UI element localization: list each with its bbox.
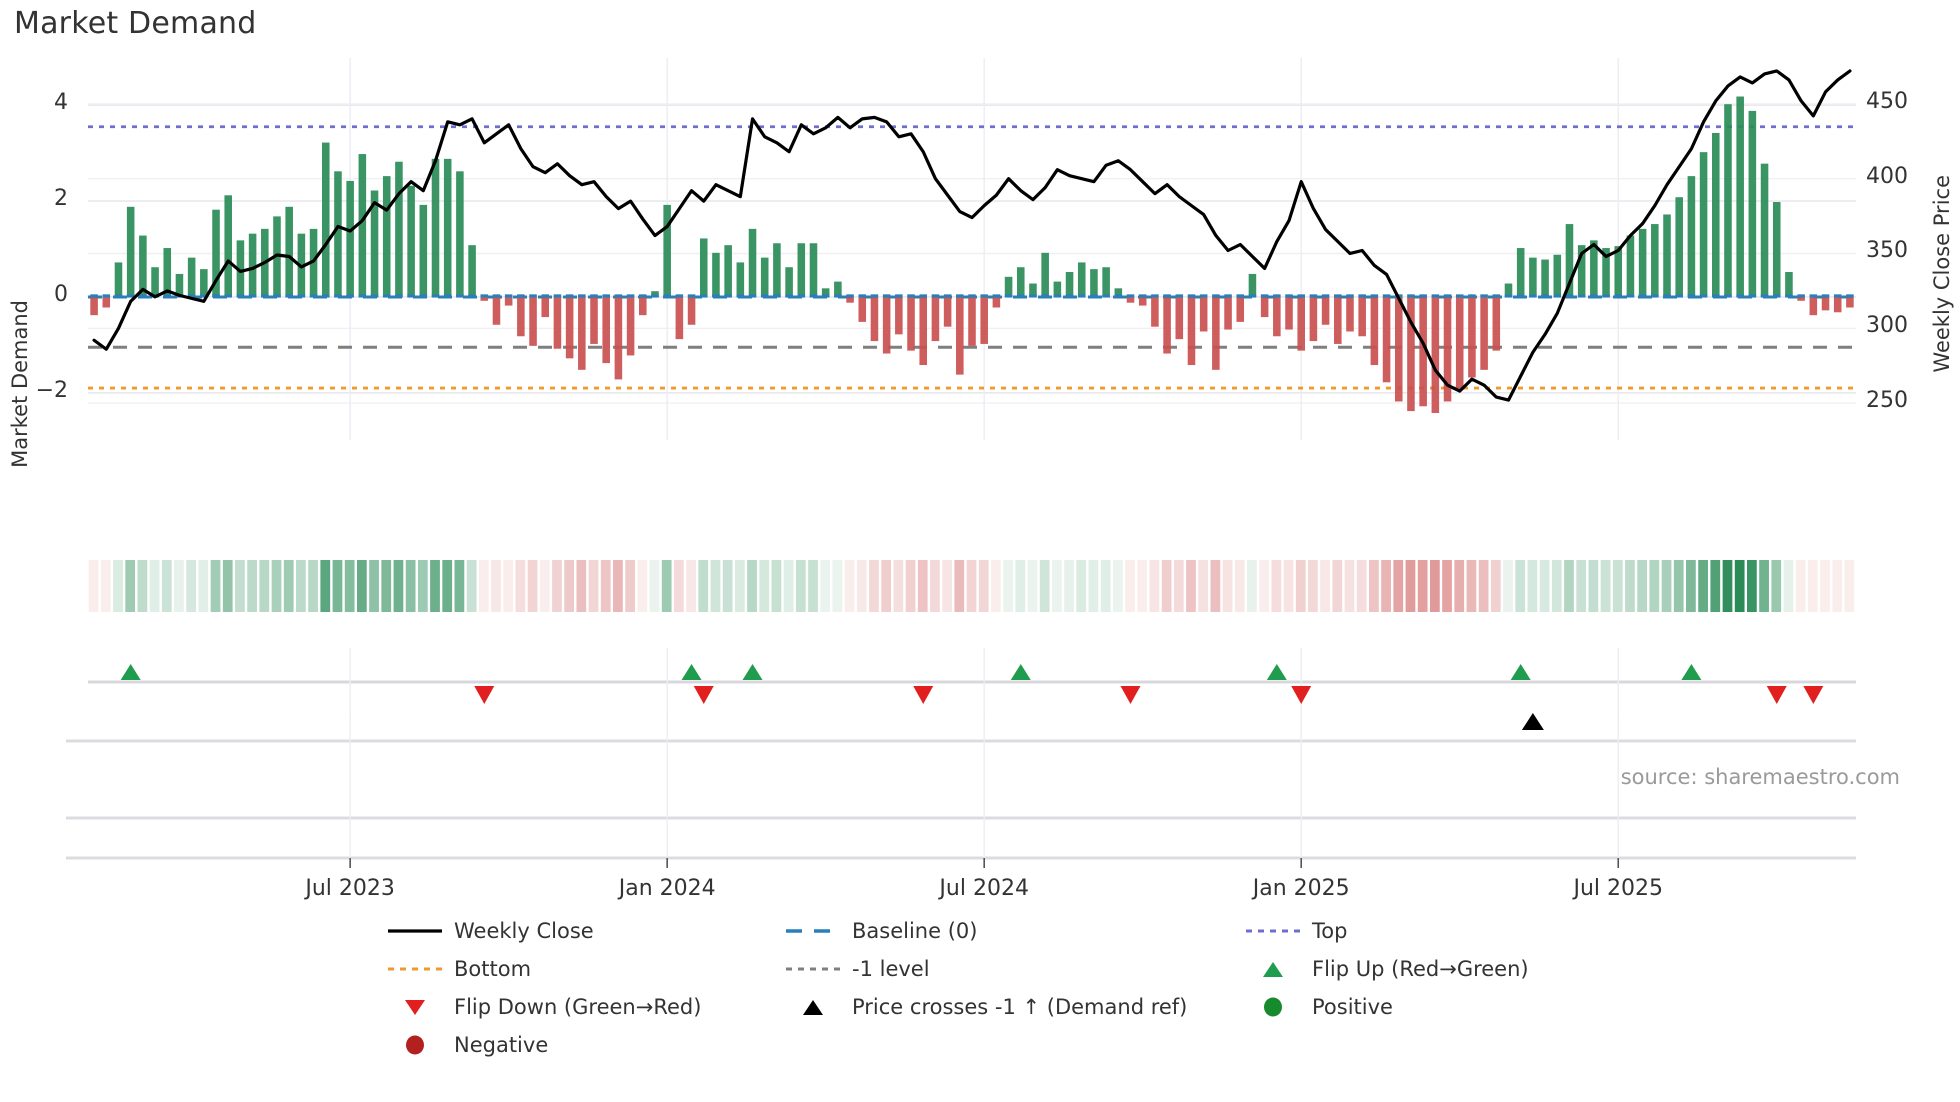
legend-label: Price crosses -1 ↑ (Demand ref) bbox=[852, 995, 1188, 1019]
legend-label: Negative bbox=[454, 1033, 549, 1057]
legend-item-positive[interactable]: Positive bbox=[1234, 988, 1634, 1026]
legend-item-baseline[interactable]: Baseline (0) bbox=[774, 912, 1234, 950]
x-axis bbox=[349, 858, 1620, 868]
line-dotted-gray-icon bbox=[774, 959, 852, 979]
legend-label: Top bbox=[1312, 919, 1348, 943]
x-tick-label: Jul 2023 bbox=[305, 876, 395, 901]
legend-label: Bottom bbox=[454, 957, 532, 981]
legend-item-top[interactable]: Top bbox=[1234, 912, 1634, 950]
demand-bars bbox=[90, 96, 1854, 413]
legend-label: Flip Up (Red→Green) bbox=[1312, 957, 1529, 981]
x-tick-label: Jan 2025 bbox=[1252, 876, 1350, 901]
legend-label: Flip Down (Green→Red) bbox=[454, 995, 702, 1019]
chart-legend: Weekly Close Baseline (0) Top Bottom -1 … bbox=[0, 912, 1960, 1064]
y-axis-right-label: Weekly Close Price bbox=[1930, 175, 1954, 373]
line-dotted-orange-icon bbox=[376, 959, 454, 979]
legend-item-negative[interactable]: Negative bbox=[376, 1026, 774, 1064]
weekly-close-line bbox=[92, 69, 1852, 402]
triangle-up-black-icon bbox=[774, 996, 852, 1018]
y-tick-right: 250 bbox=[1866, 388, 1908, 414]
legend-label: Weekly Close bbox=[454, 919, 594, 943]
legend-item-bottom[interactable]: Bottom bbox=[376, 950, 774, 988]
dot-red-icon bbox=[376, 1034, 454, 1056]
line-dotted-purple-icon bbox=[1234, 921, 1312, 941]
y-tick-left: 2 bbox=[54, 186, 68, 212]
legend-item-minus1-level[interactable]: -1 level bbox=[774, 950, 1234, 988]
y-tick-right: 450 bbox=[1866, 88, 1908, 114]
triangle-up-green-icon bbox=[1234, 958, 1312, 980]
source-attribution: source: sharemaestro.com bbox=[1620, 765, 1900, 789]
flip-markers bbox=[88, 648, 1856, 730]
lower-panel-gridlines bbox=[66, 712, 1856, 860]
demand-heatmap-strip bbox=[88, 560, 1855, 612]
line-solid-black-icon bbox=[376, 921, 454, 941]
legend-label: -1 level bbox=[852, 957, 930, 981]
x-tick-label: Jan 2024 bbox=[618, 876, 716, 901]
y-tick-right: 350 bbox=[1866, 238, 1908, 264]
x-tick-label: Jul 2025 bbox=[1573, 876, 1663, 901]
legend-item-weekly-close[interactable]: Weekly Close bbox=[376, 912, 774, 950]
x-tick-label: Jul 2024 bbox=[939, 876, 1029, 901]
y-tick-left: 4 bbox=[54, 90, 68, 116]
legend-item-flip-up[interactable]: Flip Up (Red→Green) bbox=[1234, 950, 1634, 988]
y-tick-left: 0 bbox=[54, 281, 68, 307]
legend-label: Positive bbox=[1312, 995, 1393, 1019]
y-tick-right: 400 bbox=[1866, 163, 1908, 189]
page-title: Market Demand bbox=[14, 6, 257, 41]
legend-item-price-crosses[interactable]: Price crosses -1 ↑ (Demand ref) bbox=[774, 988, 1234, 1026]
baseline-caps bbox=[90, 294, 1854, 298]
triangle-down-red-icon bbox=[376, 996, 454, 1018]
y-tick-left: −2 bbox=[35, 377, 68, 403]
legend-item-flip-down[interactable]: Flip Down (Green→Red) bbox=[376, 988, 774, 1026]
line-dashed-blue-icon bbox=[774, 921, 852, 941]
y-tick-right: 300 bbox=[1866, 313, 1908, 339]
legend-label: Baseline (0) bbox=[852, 919, 978, 943]
dot-green-icon bbox=[1234, 996, 1312, 1018]
